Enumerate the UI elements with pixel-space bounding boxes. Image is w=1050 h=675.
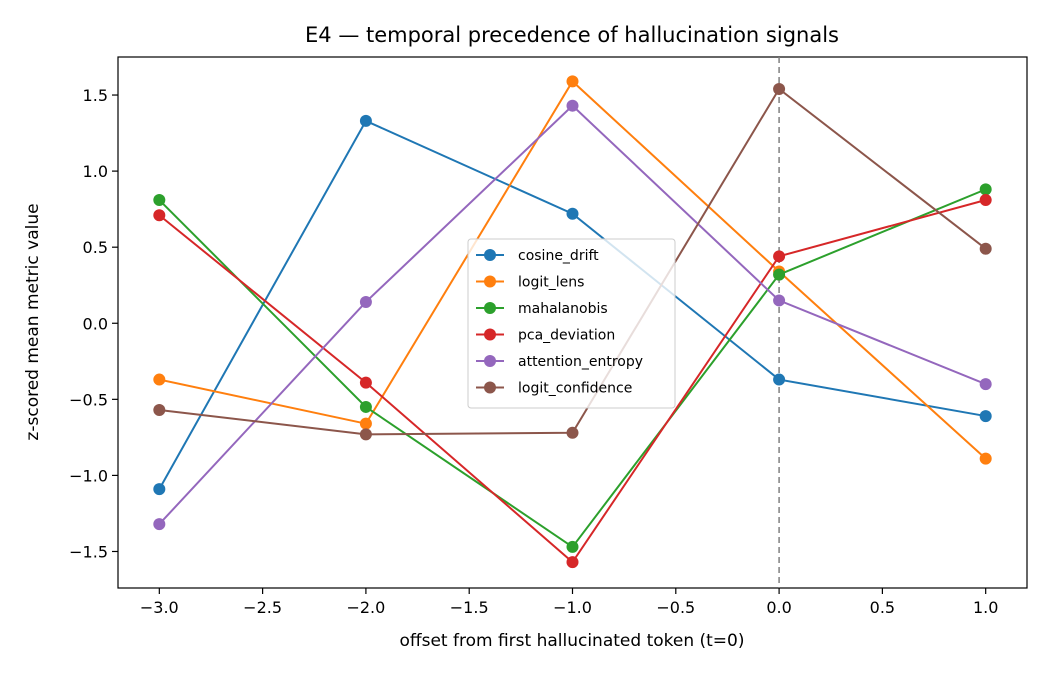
data-point [979, 183, 992, 196]
legend-item: mahalanobis [476, 301, 608, 317]
legend-label: pca_deviation [518, 328, 615, 344]
legend-marker [484, 381, 496, 394]
data-point [566, 75, 579, 88]
series-mahalanobis [153, 183, 992, 553]
legend-marker [484, 302, 496, 314]
data-point [566, 556, 579, 569]
data-point [566, 99, 579, 112]
data-point [773, 373, 786, 386]
x-axis-label: offset from first hallucinated token (t=… [399, 631, 744, 651]
plot-area [117, 56, 1028, 589]
data-point [566, 540, 579, 553]
series-attention-entropy [153, 99, 992, 531]
y-tick-label: −1.5 [69, 542, 108, 561]
legend-marker [484, 328, 496, 341]
legend-item: logit_confidence [476, 381, 632, 397]
data-point [979, 194, 992, 207]
legend-label: mahalanobis [518, 301, 608, 317]
data-point [153, 209, 166, 222]
legend-marker [484, 275, 496, 288]
data-point [153, 483, 166, 496]
data-point [773, 268, 786, 281]
data-point [979, 242, 992, 255]
x-tick-label: −1.5 [450, 598, 489, 617]
data-point [773, 250, 786, 263]
data-point [773, 294, 786, 307]
y-tick-label: 0.0 [83, 314, 108, 333]
x-tick-label: −2.0 [346, 598, 385, 617]
legend-item: attention_entropy [476, 354, 643, 370]
x-tick-label: 0.5 [870, 598, 895, 617]
data-point [153, 518, 166, 531]
data-point [153, 403, 166, 416]
data-point [359, 376, 372, 389]
data-point [153, 194, 166, 207]
data-point [773, 82, 786, 95]
y-tick-label: 1.0 [83, 162, 108, 181]
x-tick-label: −1.0 [553, 598, 592, 617]
y-axis-label: z-scored mean metric value [23, 203, 43, 440]
data-point [979, 410, 992, 423]
series-logit-confidence [153, 82, 992, 441]
data-point [566, 426, 579, 439]
legend: cosine_drift logit_lens mahalanobis pca_dev… [467, 238, 676, 409]
data-point [979, 378, 992, 391]
y-tick-label: −1.0 [69, 466, 108, 485]
data-point [979, 452, 992, 465]
y-tick-label: 0.5 [83, 238, 108, 257]
data-point [153, 373, 166, 386]
legend-label: attention_entropy [518, 354, 643, 370]
legend-label: logit_lens [518, 275, 584, 291]
series-pca-deviation [153, 194, 992, 569]
data-point [359, 295, 372, 308]
y-tick-label: −0.5 [69, 390, 108, 409]
axis-ticks: −3.0 −2.5 −2.0 −1.5 −1.0 −0.5 0.0 0.5 1.0 −1.5 −1.… [69, 86, 998, 617]
legend-label: cosine_drift [518, 248, 599, 264]
x-tick-label: −2.5 [243, 598, 282, 617]
legend-item: pca_deviation [476, 328, 615, 344]
series-cosine-drift [153, 114, 992, 496]
data-point [566, 207, 579, 220]
chart-title: E4 — temporal precedence of hallucinatio… [305, 23, 839, 47]
y-tick-label: 1.5 [83, 86, 108, 105]
legend-item: cosine_drift [476, 248, 599, 264]
data-point [359, 114, 372, 127]
legend-box [467, 238, 676, 409]
data-point [359, 428, 372, 441]
data-point [359, 417, 372, 430]
data-point [359, 400, 372, 413]
x-tick-label: −3.0 [140, 598, 179, 617]
legend-marker [484, 249, 496, 261]
x-tick-label: 0.0 [766, 598, 791, 617]
x-tick-label: −0.5 [656, 598, 695, 617]
x-tick-label: 1.0 [973, 598, 998, 617]
legend-item: logit_lens [476, 275, 584, 291]
legend-label: logit_confidence [518, 381, 632, 397]
legend-marker [484, 355, 496, 367]
